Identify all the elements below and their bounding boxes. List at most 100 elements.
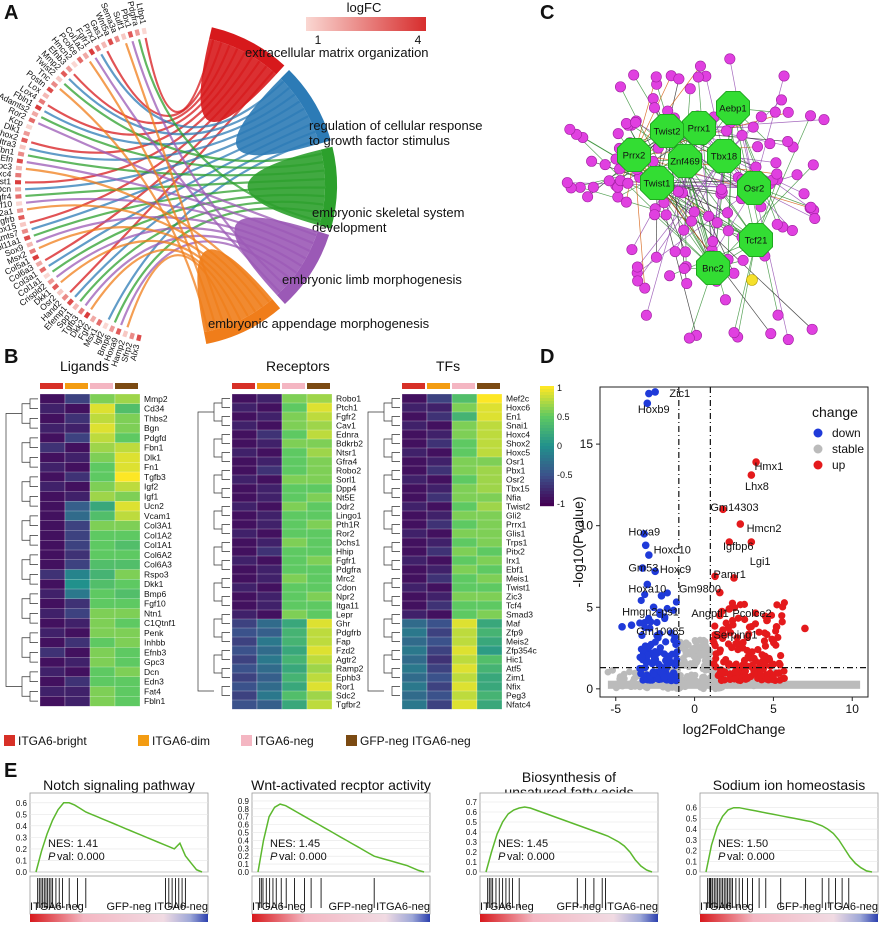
- heatmap-cell: [476, 510, 503, 521]
- heatmap-cell: [281, 546, 308, 557]
- network-edge: [683, 127, 700, 231]
- target-node: [679, 246, 691, 258]
- heatmap-cell: [114, 413, 141, 424]
- heatmap-cell: [451, 591, 478, 602]
- heatmap-cell: [451, 681, 478, 692]
- term-label: embryonic skeletal system: [312, 205, 464, 220]
- heatmap-cell: [231, 663, 258, 674]
- heatmap-cell: [426, 663, 453, 674]
- heatmap-cell: [281, 672, 308, 683]
- heatmap-cell: [256, 438, 283, 449]
- heatmap-cell: [281, 519, 308, 530]
- heatmap-cell: [401, 618, 428, 629]
- heatmap-cell: [306, 483, 333, 494]
- heatmap-cell: [89, 637, 116, 648]
- y-tick-label: 0.7: [238, 813, 250, 822]
- colorbar-segment: [540, 473, 554, 477]
- heatmap-cell: [426, 483, 453, 494]
- target-node: [772, 309, 784, 321]
- heatmap-cell: [476, 393, 503, 404]
- down-point: [657, 662, 665, 671]
- heatmap-cell: [401, 591, 428, 602]
- dendro-link: [221, 398, 230, 408]
- logfc-tile: [23, 130, 31, 137]
- dendro-link: [21, 403, 30, 424]
- heatmap-cell: [114, 598, 141, 609]
- y-tick-label: 10: [580, 519, 594, 533]
- heatmap-cell: [401, 681, 428, 692]
- target-node: [620, 196, 632, 208]
- up-point: [757, 671, 765, 679]
- es-frame: [699, 792, 879, 873]
- dendro-link: [221, 488, 230, 498]
- heatmap-cell: [114, 471, 141, 483]
- dendro-link: [21, 598, 30, 619]
- logfc-tile: [15, 165, 23, 171]
- heatmap-cell: [306, 519, 333, 530]
- row-label: Gfra4: [336, 456, 358, 466]
- group-bar: [307, 383, 330, 389]
- dendro-link: [391, 596, 400, 606]
- heatmap-cell: [39, 559, 66, 570]
- target-node: [722, 207, 734, 219]
- heatmap-cell: [64, 540, 91, 551]
- heatmap-cell: [89, 413, 116, 424]
- dendro-link: [29, 496, 38, 507]
- gene-label: Efn: [0, 152, 14, 164]
- y-tick-label: 0.2: [16, 845, 28, 854]
- heatmap-cell: [306, 438, 333, 449]
- term-ribbon-5: [197, 249, 273, 333]
- heatmap-cell: [39, 686, 66, 697]
- target-node: [752, 141, 764, 153]
- heatmap-cell: [281, 681, 308, 692]
- up-point: [717, 676, 726, 685]
- stable-point: [631, 669, 639, 677]
- logfc-tile: [120, 33, 127, 41]
- heatmap-cell: [306, 510, 333, 521]
- heatmap-cell: [401, 492, 428, 503]
- y-tick-label: 0.5: [686, 814, 698, 823]
- heatmap-cell: [401, 609, 428, 620]
- down-point: [653, 618, 661, 627]
- heatmap-cell: [426, 654, 453, 665]
- heatmap-cell: [401, 402, 428, 413]
- up-point: [769, 660, 778, 668]
- heatmap-cell: [426, 438, 453, 449]
- heatmap-cell: [39, 432, 66, 444]
- row-label: Nfatc4: [506, 699, 531, 709]
- heatmap-cell: [256, 681, 283, 692]
- colorbar-segment: [540, 398, 554, 402]
- heatmap-cell: [256, 510, 283, 521]
- heatmap-cell: [426, 681, 453, 692]
- tf-label: Tcf21: [745, 236, 768, 247]
- heatmap-cell: [64, 423, 91, 434]
- logfc-tile: [100, 41, 108, 49]
- heatmap-cell: [231, 672, 258, 683]
- heatmap-cell: [231, 528, 258, 539]
- target-node: [673, 73, 685, 85]
- rank-bar: [30, 914, 208, 922]
- heatmap-cell: [281, 501, 308, 512]
- heatmap-cell: [476, 591, 503, 602]
- heatmap-cell: [256, 582, 283, 593]
- heatmap-cell: [231, 411, 258, 422]
- heatmap-cell: [64, 442, 91, 453]
- target-node: [647, 93, 659, 105]
- row-label: Shox2: [506, 438, 530, 448]
- row-label: Dkk1: [144, 579, 164, 589]
- up-point: [736, 520, 745, 528]
- rank-bar: [700, 914, 878, 922]
- network-edge: [698, 119, 825, 129]
- row-label: Ephb3: [336, 672, 361, 682]
- heatmap-cell: [39, 598, 66, 609]
- heatmap-cell: [401, 654, 428, 665]
- y-tick-label: 0.6: [686, 804, 698, 813]
- heatmap-cell: [231, 645, 258, 656]
- term-arc-4: [276, 231, 330, 304]
- heatmap-cell: [39, 569, 66, 580]
- up-point: [718, 668, 727, 677]
- term-arc-2: [280, 69, 331, 144]
- heatmap-cell: [451, 555, 478, 566]
